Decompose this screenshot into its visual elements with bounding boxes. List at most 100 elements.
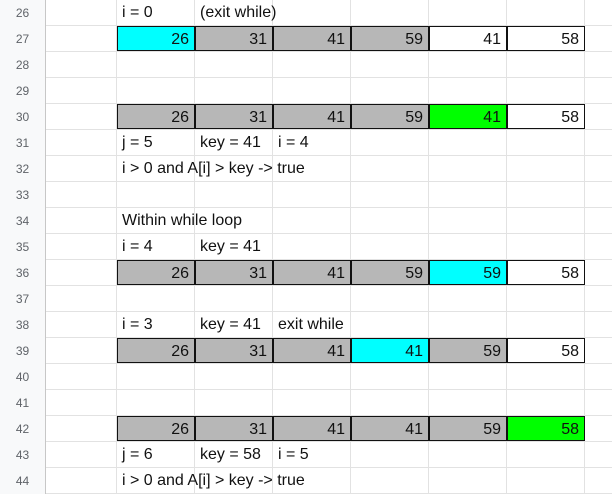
array-cell-0[interactable]: 26	[117, 260, 195, 285]
grid-line	[272, 468, 273, 493]
array-cell-4[interactable]: 59	[429, 416, 507, 441]
grid-line	[116, 312, 117, 337]
row-header-28[interactable]: 28	[0, 52, 46, 78]
text-cell-i-four[interactable]: i = 4	[122, 238, 153, 255]
text-cell-key-fifty-eight[interactable]: key = 58	[200, 446, 261, 463]
grid-line	[506, 78, 507, 103]
grid-line	[584, 52, 585, 77]
grid-line	[116, 130, 117, 155]
array-cell-0[interactable]: 26	[117, 104, 195, 129]
array-cell-2[interactable]: 41	[273, 260, 351, 285]
array-cell-1[interactable]: 31	[195, 416, 273, 441]
row-header-34[interactable]: 34	[0, 208, 46, 234]
array-cell-2[interactable]: 41	[273, 104, 351, 129]
array-cell-5[interactable]: 58	[507, 338, 585, 363]
text-cell-condition-true[interactable]: i > 0 and A[i] > key -> true	[122, 160, 305, 177]
array-cell-4[interactable]: 59	[429, 260, 507, 285]
grid-line	[272, 286, 273, 311]
row-header-31[interactable]: 31	[0, 130, 46, 156]
text-cell-key-forty-one[interactable]: key = 41	[200, 238, 261, 255]
array-cell-0[interactable]: 26	[117, 338, 195, 363]
grid-line	[428, 286, 429, 311]
grid-line	[584, 390, 585, 415]
array-cell-3[interactable]: 59	[351, 104, 429, 129]
array-cell-4[interactable]: 41	[429, 26, 507, 51]
grid-line	[506, 442, 507, 467]
array-cell-1[interactable]: 31	[195, 26, 273, 51]
text-cell-i-zero[interactable]: i = 0	[122, 4, 153, 21]
text-cell-j-five[interactable]: j = 5	[122, 134, 153, 151]
row-header-35[interactable]: 35	[0, 234, 46, 260]
row-header-37[interactable]: 37	[0, 286, 46, 312]
grid-line	[350, 468, 351, 493]
text-cell-i-four[interactable]: i = 4	[278, 134, 309, 151]
array-cell-4[interactable]: 41	[429, 104, 507, 129]
grid-line	[194, 78, 195, 103]
row-header-41[interactable]: 41	[0, 390, 46, 416]
array-cell-1[interactable]: 31	[195, 260, 273, 285]
array-cell-1[interactable]: 31	[195, 338, 273, 363]
row-header-43[interactable]: 43	[0, 442, 46, 468]
text-cell-j-six[interactable]: j = 6	[122, 446, 153, 463]
grid-line	[116, 416, 117, 441]
grid-line	[116, 26, 117, 51]
row-header-36[interactable]: 36	[0, 260, 46, 286]
text-cell-condition-true[interactable]: i > 0 and A[i] > key -> true	[122, 472, 305, 489]
grid-line	[116, 156, 117, 181]
row-header-33[interactable]: 33	[0, 182, 46, 208]
grid-line	[116, 208, 117, 233]
grid-line	[116, 52, 117, 77]
array-cell-5[interactable]: 58	[507, 26, 585, 51]
array-cell-3[interactable]: 59	[351, 26, 429, 51]
grid-line	[506, 52, 507, 77]
grid-line	[428, 208, 429, 233]
grid-line	[506, 208, 507, 233]
array-cell-2[interactable]: 41	[273, 416, 351, 441]
array-cell-2[interactable]: 41	[273, 26, 351, 51]
array-cell-0[interactable]: 26	[117, 416, 195, 441]
row-header-30[interactable]: 30	[0, 104, 46, 130]
array-cell-2[interactable]: 41	[273, 338, 351, 363]
array-cell-5[interactable]: 58	[507, 260, 585, 285]
sheet-row-38: 38 i = 3 key = 41 exit while	[0, 312, 612, 338]
grid-line	[194, 234, 195, 259]
grid-line	[194, 468, 195, 493]
grid-line	[506, 364, 507, 389]
grid-line	[194, 0, 195, 25]
grid-line	[506, 312, 507, 337]
grid-line	[194, 156, 195, 181]
sheet-row-43: 43 j = 6 key = 58 i = 5	[0, 442, 612, 468]
text-cell-within-while-loop[interactable]: Within while loop	[122, 212, 243, 229]
row-header-44[interactable]: 44	[0, 468, 46, 494]
row-header-42[interactable]: 42	[0, 416, 46, 442]
row-header-39[interactable]: 39	[0, 338, 46, 364]
grid-line	[350, 312, 351, 337]
grid-line	[194, 208, 195, 233]
text-cell-i-five[interactable]: i = 5	[278, 446, 309, 463]
grid-line	[194, 286, 195, 311]
text-cell-exit-while[interactable]: exit while	[278, 316, 344, 333]
grid-line	[116, 286, 117, 311]
grid-line	[350, 156, 351, 181]
array-cell-5[interactable]: 58	[507, 104, 585, 129]
row-header-38[interactable]: 38	[0, 312, 46, 338]
text-cell-i-three[interactable]: i = 3	[122, 316, 153, 333]
row-header-27[interactable]: 27	[0, 26, 46, 52]
grid-line	[116, 442, 117, 467]
array-cell-4[interactable]: 59	[429, 338, 507, 363]
text-cell-exit-while[interactable]: (exit while)	[200, 4, 277, 21]
row-header-29[interactable]: 29	[0, 78, 46, 104]
array-cell-3[interactable]: 41	[351, 338, 429, 363]
text-cell-key-forty-one[interactable]: key = 41	[200, 134, 261, 151]
array-cell-1[interactable]: 31	[195, 104, 273, 129]
row-header-26[interactable]: 26	[0, 0, 46, 26]
array-cell-0[interactable]: 26	[117, 26, 195, 51]
row-header-40[interactable]: 40	[0, 364, 46, 390]
row-header-32[interactable]: 32	[0, 156, 46, 182]
grid-line	[428, 156, 429, 181]
array-cell-5[interactable]: 58	[507, 416, 585, 441]
text-cell-key-forty-one[interactable]: key = 41	[200, 316, 261, 333]
array-cell-3[interactable]: 41	[351, 416, 429, 441]
array-cell-3[interactable]: 59	[351, 260, 429, 285]
